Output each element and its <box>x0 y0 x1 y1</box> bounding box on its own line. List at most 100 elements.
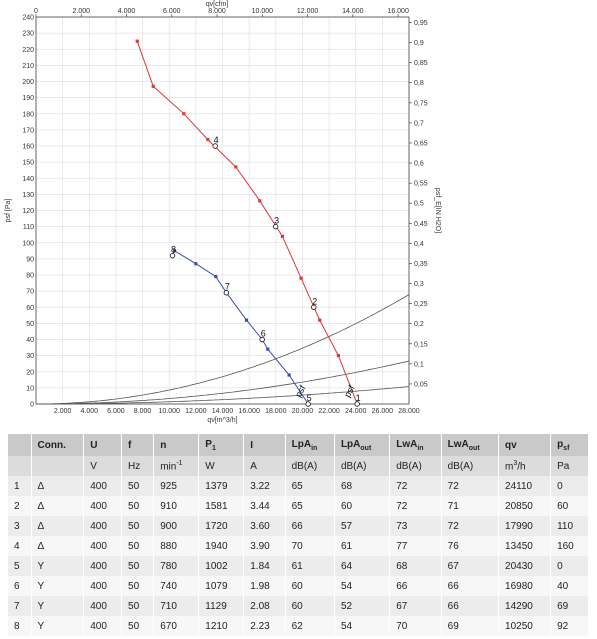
x-tick-label: 16.000 <box>238 408 260 415</box>
x-tick-label: 14.000 <box>212 408 234 415</box>
table-cell: 400 <box>83 556 123 576</box>
operating-point-marker <box>305 401 311 407</box>
unit-n: min-1 <box>153 456 200 476</box>
table-cell: 77 <box>389 536 442 556</box>
table-cell: Y <box>31 556 85 576</box>
table-cell: 1720 <box>198 516 245 536</box>
fan-curve-point <box>194 262 198 266</box>
operating-point-label: 7 <box>225 282 230 292</box>
fan-curve-point <box>336 354 340 358</box>
table-cell: 1002 <box>198 556 245 576</box>
right-tick-label: 0,5 <box>414 201 424 208</box>
operating-points-table: Conn. U f n P1 I LpAin LpAout LwAin LwAo… <box>8 434 589 636</box>
y-tick-label: 60 <box>26 305 34 312</box>
table-cell: 72 <box>441 476 500 496</box>
header-conn: Conn. <box>31 434 85 456</box>
y-tick-label: 110 <box>23 224 34 231</box>
table-cell: 6 <box>8 576 32 596</box>
y-tick-label: 40 <box>26 337 34 344</box>
header-n: n <box>153 434 200 456</box>
top-tick-label: 10.000 <box>252 8 274 15</box>
table-cell: 92 <box>550 616 589 636</box>
right-tick-label: 0,8 <box>414 80 424 87</box>
table-units-row: V Hz min-1 W A dB(A) dB(A) dB(A) dB(A) m… <box>8 456 589 476</box>
fan-curve-point <box>299 276 303 280</box>
table-cell: 3.90 <box>243 536 286 556</box>
table-cell: 50 <box>121 536 155 556</box>
top-tick-label: 2.000 <box>73 8 91 15</box>
table-cell: 8 <box>8 616 32 636</box>
table-cell: 54 <box>334 616 391 636</box>
table-cell: 66 <box>389 576 442 596</box>
header-p1-sub: 1 <box>211 444 216 452</box>
table-cell: 68 <box>334 476 391 496</box>
table-cell: 54 <box>334 576 391 596</box>
table-cell: 710 <box>153 596 200 616</box>
table-cell: 64 <box>334 556 391 576</box>
table-cell: Δ <box>31 496 85 516</box>
table-cell: 400 <box>83 516 123 536</box>
right-tick-label: 0,3 <box>414 281 424 288</box>
table-cell: Y <box>31 616 85 636</box>
x-tick-label: 10.000 <box>159 408 181 415</box>
table-cell: 62 <box>285 616 335 636</box>
table-cell: 0 <box>550 476 589 496</box>
table-cell: 72 <box>389 496 442 516</box>
fan-curve-point <box>244 318 249 322</box>
y-tick-label: 100 <box>22 240 34 247</box>
y-tick-label: 90 <box>26 256 34 263</box>
operating-point-marker <box>311 304 317 310</box>
table-cell: 2.23 <box>243 616 286 636</box>
table-cell: 2.08 <box>243 596 286 616</box>
top-axis-title: qv[cfm] <box>206 1 229 8</box>
table-cell: 50 <box>121 576 155 596</box>
operating-point-marker <box>354 401 360 407</box>
x-tick-label: 26.000 <box>372 408 394 415</box>
y-tick-label: 150 <box>22 160 34 167</box>
unit-lwa-out: dB(A) <box>441 456 500 476</box>
table-cell: 5 <box>8 556 32 576</box>
right-tick-label: 0,4 <box>414 241 424 248</box>
fan-curve-point <box>151 84 155 88</box>
unit-p1: W <box>198 456 245 476</box>
fan-curve-point <box>318 318 322 322</box>
table-cell: 110 <box>550 516 589 536</box>
table-cell: 7 <box>8 596 32 616</box>
header-lpa-out: LpAout <box>334 434 391 456</box>
table-cell: 52 <box>334 596 391 616</box>
header-p1-text: P <box>205 438 212 450</box>
unit-u: V <box>83 456 123 476</box>
top-tick-label: 14.000 <box>342 8 364 15</box>
operating-point-label: 3 <box>274 216 279 226</box>
top-tick-label: 0 <box>34 8 38 15</box>
table-cell: 400 <box>83 496 123 516</box>
operating-point-label: 1 <box>356 393 361 403</box>
right-tick-label: 0,7 <box>414 120 424 127</box>
operating-point-label: 8 <box>171 245 176 255</box>
y-tick-label: 70 <box>26 289 34 296</box>
table-cell: 670 <box>153 616 200 636</box>
right-tick-label: 0,9 <box>414 40 424 47</box>
y-tick-label: 10 <box>26 385 34 392</box>
right-tick-label: 0,6 <box>414 161 424 168</box>
fan-curve-chart: 2.000 4.000 6.000 8.000 10.000 12.000 14.000 16… <box>5 1 441 424</box>
table-cell: 1581 <box>198 496 245 516</box>
table-cell: Δ <box>31 476 85 496</box>
top-tick-label: 6.000 <box>163 8 181 15</box>
x-tick-label: 6.000 <box>107 408 125 415</box>
table-cell: 60 <box>334 496 391 516</box>
table-cell: 70 <box>389 616 442 636</box>
table-cell: 50 <box>121 596 155 616</box>
x-tick-label: 22.000 <box>318 408 340 415</box>
table-cell: 925 <box>153 476 200 496</box>
table-cell: 1129 <box>198 596 245 616</box>
table-cell: 1.84 <box>243 556 286 576</box>
y-tick-label: 230 <box>22 31 34 38</box>
table-row: 3 Δ 400 50 900 1720 3.60 66 57 73 72 17990 110 <box>8 516 589 536</box>
table-row: 5 Y 400 50 780 1002 1.84 61 64 68 67 20430 0 <box>8 556 589 576</box>
table-cell: 3.60 <box>243 516 286 536</box>
y-tick-label: 220 <box>22 47 34 54</box>
x-axis-title: qv[m^3/h] <box>207 417 237 424</box>
table-cell: 67 <box>389 596 442 616</box>
x-tick-label: 28.000 <box>398 408 420 415</box>
